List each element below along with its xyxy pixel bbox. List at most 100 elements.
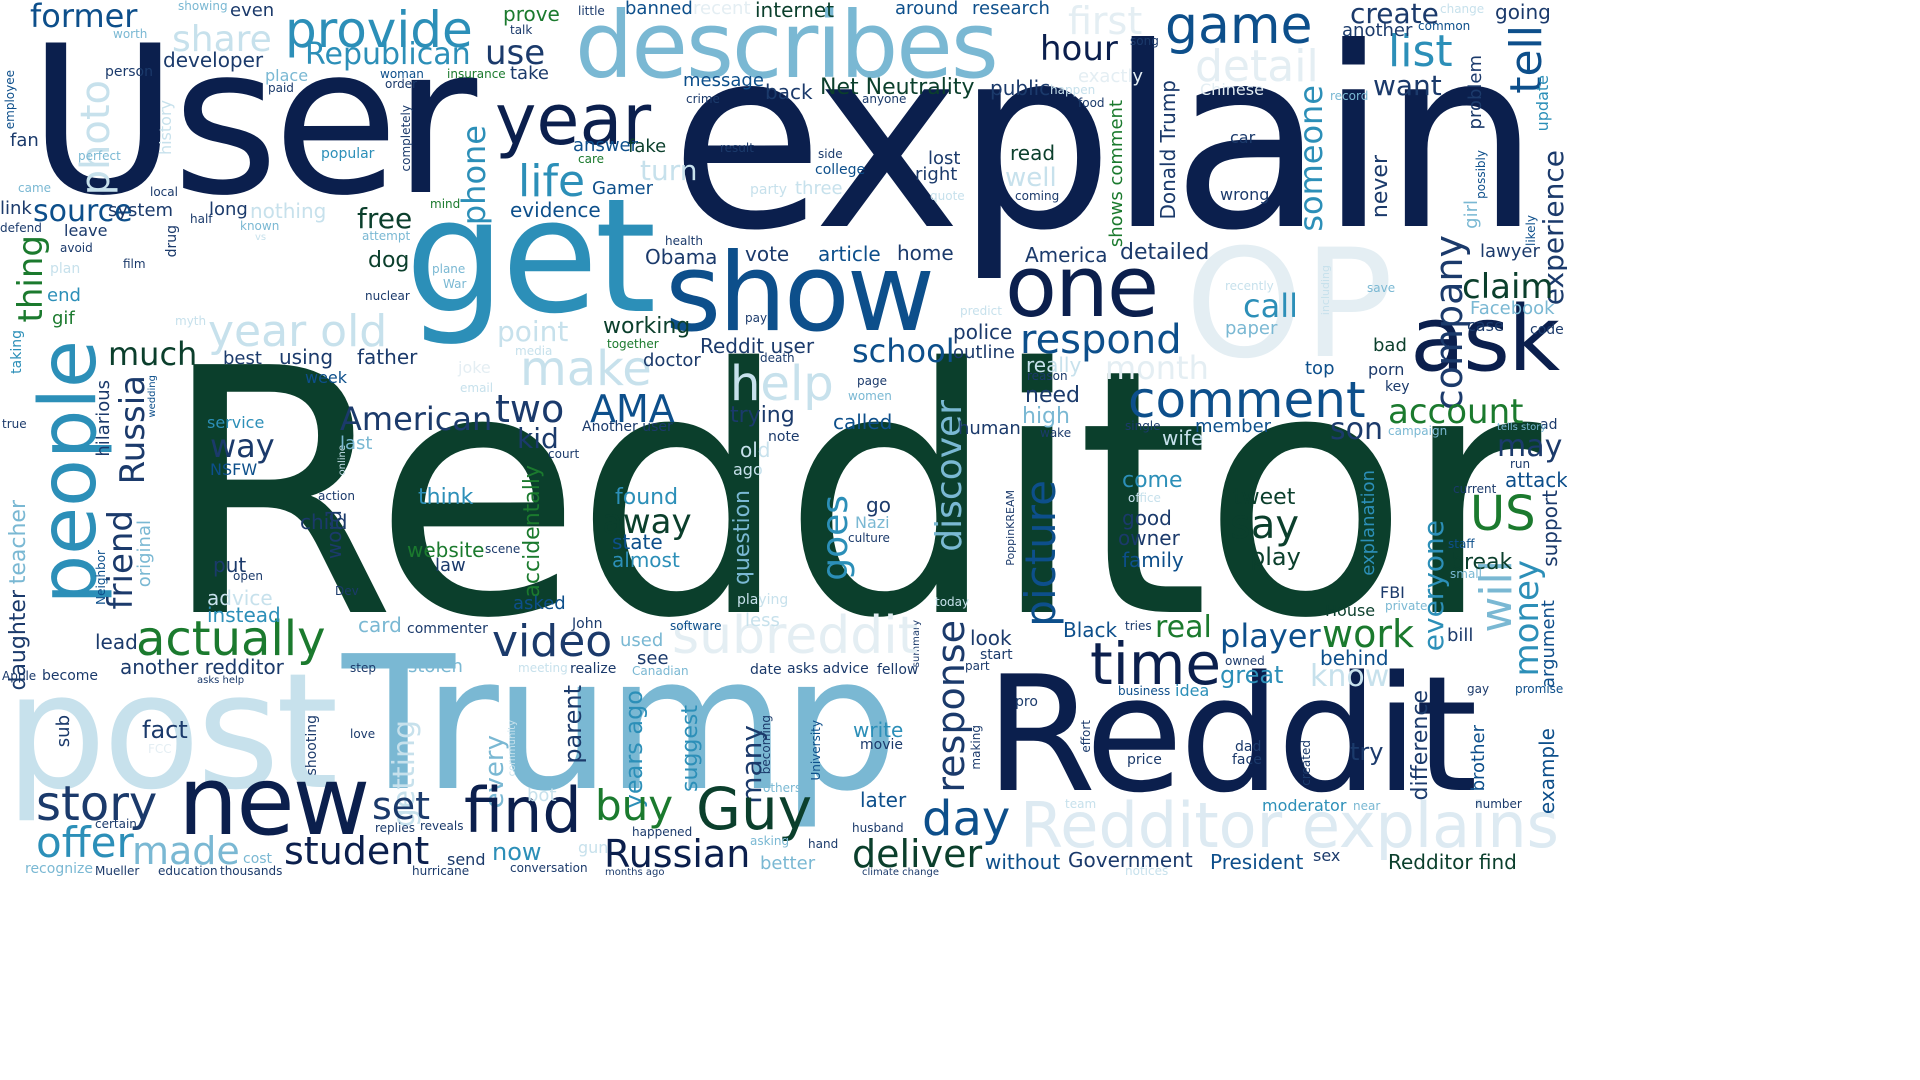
word-gif: gif <box>52 308 75 329</box>
word-john: John <box>572 616 603 632</box>
word-american: American <box>340 400 493 438</box>
word-predict: predict <box>960 304 1002 318</box>
word-another-user: Another user <box>582 419 673 435</box>
word-history: history <box>156 100 175 156</box>
word-mind: mind <box>430 197 461 211</box>
word-commenter: commenter <box>407 621 488 637</box>
word-state: state <box>612 530 663 554</box>
word-insurance: insurance <box>447 67 506 81</box>
word-internet: internet <box>755 0 835 22</box>
word-russian: Russian <box>604 832 751 876</box>
word-gay: gay <box>1467 682 1490 696</box>
word-common: common <box>1418 19 1471 33</box>
word-well: well <box>1005 163 1057 193</box>
word-record: record <box>1330 89 1369 103</box>
word-find: find <box>464 774 582 847</box>
word-run: run <box>1510 457 1531 471</box>
word-house: House <box>1325 601 1376 620</box>
word-photo: photo <box>73 80 119 196</box>
word-week: week <box>305 368 348 387</box>
word-perfect: perfect <box>78 149 121 163</box>
word-teacher: teacher <box>6 500 31 585</box>
word-know: know <box>1310 659 1390 694</box>
word-paid: paid <box>268 81 294 95</box>
word-way: way <box>210 427 275 465</box>
word-case: case <box>1467 316 1504 335</box>
word-without: without <box>985 850 1061 874</box>
word-real: real <box>1155 610 1212 645</box>
word-vote: vote <box>745 242 790 266</box>
word-read: read <box>1010 141 1056 165</box>
word-climate-change: climate change <box>862 867 939 878</box>
word-nothing: nothing <box>250 199 327 223</box>
word-save: save <box>1367 281 1396 295</box>
word-almost: almost <box>612 548 680 572</box>
word-law: law <box>435 555 466 576</box>
word-others: others <box>763 781 802 795</box>
word-wrong: wrong <box>1220 185 1270 204</box>
word-student: student <box>284 829 430 873</box>
word-year: year <box>495 79 652 161</box>
word-family: family <box>1122 548 1184 572</box>
word-everyone: everyone <box>1417 520 1450 652</box>
word-thousands: thousands <box>220 864 283 878</box>
word-explanation: explanation <box>1358 470 1379 576</box>
word-best: best <box>223 348 262 369</box>
word-month: month <box>1105 349 1209 387</box>
word-place: place <box>265 66 309 85</box>
word-quote: quote <box>930 189 965 203</box>
word-action: action <box>318 489 355 503</box>
word-today: today <box>935 595 970 609</box>
word-lead: lead <box>95 630 138 654</box>
word-better: better <box>760 853 816 874</box>
word-paper: paper <box>1225 318 1278 339</box>
word-wake: wake <box>1040 426 1072 440</box>
word-reason: reason <box>1027 369 1068 383</box>
word-see: see <box>637 648 669 669</box>
word-women: women <box>848 389 892 403</box>
word-showing: showing <box>178 0 228 13</box>
word-developer: developer <box>163 48 264 72</box>
word-happen: happen <box>1050 83 1096 97</box>
word-link: link <box>0 198 32 219</box>
word-long: long <box>209 199 248 220</box>
word-provide: provide <box>285 1 473 59</box>
word-becoming: becoming <box>759 715 773 775</box>
word-shows-comment: shows comment <box>1106 100 1127 248</box>
word-bill: bill <box>1447 625 1474 646</box>
word-original: original <box>134 520 155 588</box>
word-want: want <box>1373 69 1442 102</box>
word-using: using <box>279 345 334 369</box>
word-tweet: tweet <box>1233 485 1296 510</box>
word-person: person <box>105 64 153 80</box>
word-culture: culture <box>848 531 890 545</box>
word-net-neutrality: Net Neutrality <box>820 75 975 100</box>
word-phone: phone <box>455 125 493 226</box>
word-dev: Dev <box>335 584 359 598</box>
word-kid: kid <box>517 422 559 455</box>
word-president: President <box>1210 850 1304 874</box>
word-true: true <box>2 417 27 431</box>
word-put: put <box>213 553 247 577</box>
word-car: car <box>1230 128 1256 147</box>
word-asked: asked <box>513 593 566 614</box>
word-list: list <box>1388 26 1453 77</box>
word-donald-trump: Donald Trump <box>1156 80 1180 220</box>
word-girl: girl <box>1461 200 1482 229</box>
word-share: share <box>172 19 272 60</box>
word-used: used <box>620 630 664 651</box>
word-father: father <box>357 345 418 369</box>
word-another-redditor: another redditor <box>120 655 284 679</box>
word-wife: wife <box>1162 426 1204 450</box>
word-working: working <box>603 314 691 339</box>
word-worth: worth <box>113 27 148 41</box>
word-away: away <box>602 502 692 542</box>
word-joke: joke <box>458 358 491 377</box>
word-asks-advice: asks advice <box>787 661 869 677</box>
word-top: top <box>1305 358 1335 379</box>
word-plane: plane <box>432 262 466 276</box>
word-care: care <box>578 152 605 166</box>
word-describes: describes <box>575 0 999 99</box>
word-near: near <box>1353 799 1381 813</box>
word-made: made <box>132 829 240 873</box>
